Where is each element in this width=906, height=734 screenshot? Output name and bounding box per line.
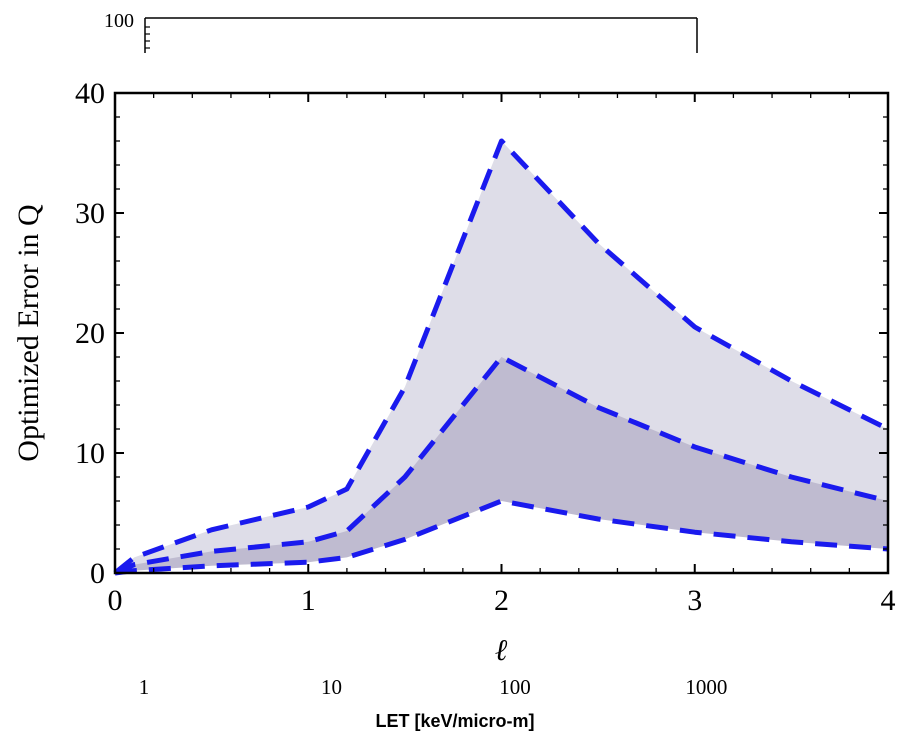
y-tick-label: 0 — [90, 557, 105, 590]
y-axis-label: Optimized Error in Q — [12, 204, 45, 462]
band-fill-2 — [115, 357, 888, 573]
band-fill-3 — [115, 501, 888, 573]
x-tick-labels: 0 1 2 3 4 — [108, 584, 896, 617]
y-tick-label: 10 — [75, 437, 105, 470]
x-axis-label: ℓ — [495, 634, 508, 667]
x-tick-label: 2 — [494, 584, 509, 617]
x-tick-label: 3 — [687, 584, 702, 617]
y-tick-label: 20 — [75, 317, 105, 350]
series-lines — [113, 138, 890, 576]
series-line-2 — [114, 354, 889, 576]
y-tick-label: 30 — [75, 197, 105, 230]
band-fills — [115, 141, 888, 573]
series-line-3 — [114, 498, 889, 576]
let-tick-labels: 1 10 100 1000 — [139, 675, 728, 699]
let-tick-label: 1 — [139, 675, 150, 699]
top-secondary-axis: 100 — [104, 10, 698, 53]
y-tick-label: 40 — [75, 77, 105, 110]
series-line-1 — [113, 138, 890, 575]
let-axis-label: LET [keV/micro-m] — [375, 711, 534, 731]
top-axis-label: 100 — [104, 10, 134, 32]
let-tick-label: 1000 — [685, 675, 727, 699]
x-tick-label: 0 — [108, 584, 123, 617]
let-tick-label: 100 — [499, 675, 531, 699]
let-tick-label: 10 — [321, 675, 342, 699]
plot-frame — [113, 91, 890, 575]
x-tick-label: 4 — [881, 584, 896, 617]
y-tick-labels: 0 10 20 30 40 — [75, 77, 105, 590]
x-tick-label: 1 — [301, 584, 316, 617]
